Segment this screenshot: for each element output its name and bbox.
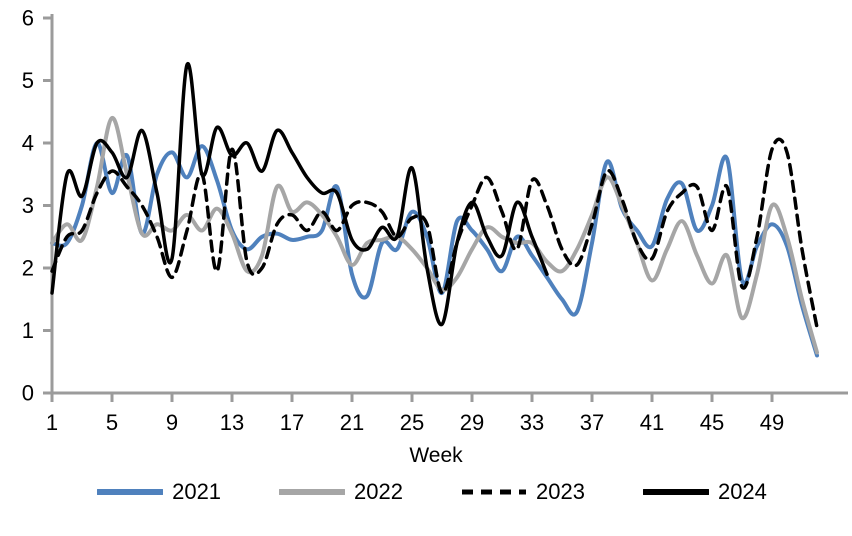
x-tick-label: 9 xyxy=(166,410,178,435)
series-line-2024 xyxy=(50,62,549,327)
series-line-2022 xyxy=(50,115,819,355)
x-tick-label: 17 xyxy=(280,410,304,435)
y-tick-label: 3 xyxy=(22,193,34,218)
legend-label-2021: 2021 xyxy=(172,479,222,504)
x-tick-label: 37 xyxy=(580,410,604,435)
legend-swatch-2021 xyxy=(97,489,164,495)
x-tick-label: 13 xyxy=(220,410,244,435)
legend: 2021 2022 2023 2024 xyxy=(0,481,852,503)
series-line-2023 xyxy=(50,137,819,330)
x-tick-label: 21 xyxy=(340,410,364,435)
legend-swatch-2024 xyxy=(642,489,709,495)
y-tick-label: 0 xyxy=(22,381,34,406)
legend-label-2023: 2023 xyxy=(536,479,585,504)
x-tick-label: 41 xyxy=(640,410,664,435)
legend-item-2023: 2023 xyxy=(461,481,585,503)
x-tick-label: 29 xyxy=(460,410,484,435)
y-tick-label: 6 xyxy=(22,6,34,31)
x-tick-label: 45 xyxy=(700,410,724,435)
y-tick-label: 5 xyxy=(22,68,34,93)
legend-item-2024: 2024 xyxy=(642,479,767,504)
x-tick-label: 1 xyxy=(46,410,58,435)
x-tick-label: 25 xyxy=(400,410,424,435)
legend-item-2021: 2021 xyxy=(97,481,221,503)
x-axis-title: Week xyxy=(409,444,463,467)
legend-label-2024: 2024 xyxy=(717,479,767,504)
legend-swatch-2022 xyxy=(279,489,346,495)
x-tick-label: 33 xyxy=(520,410,544,435)
legend-swatch-2023 xyxy=(462,489,526,495)
y-tick-label: 4 xyxy=(22,131,34,156)
y-tick-label: 1 xyxy=(22,318,34,343)
x-tick-label: 49 xyxy=(760,410,784,435)
x-tick-label: 5 xyxy=(106,410,118,435)
y-tick-label: 2 xyxy=(22,256,34,281)
legend-label-2022: 2022 xyxy=(354,479,403,504)
legend-item-2022: 2022 xyxy=(279,481,403,503)
